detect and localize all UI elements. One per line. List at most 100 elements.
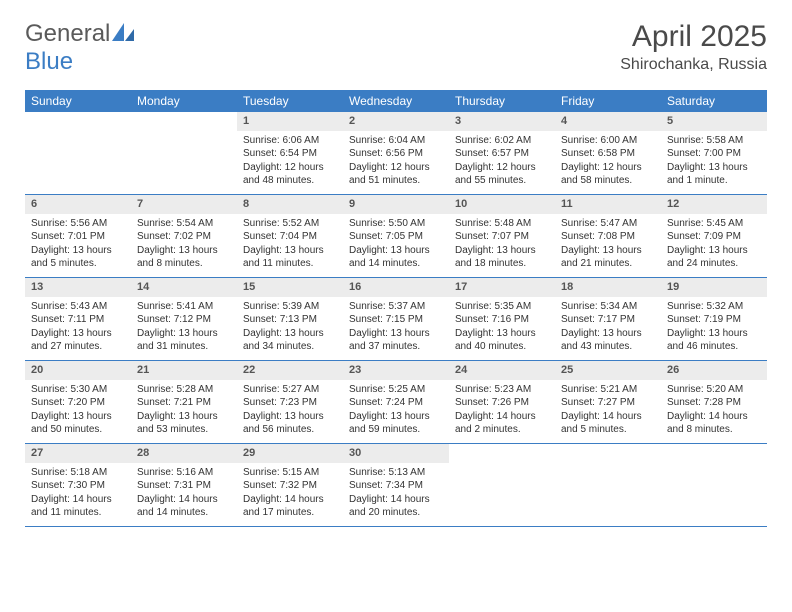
sunset-line: Sunset: 7:07 PM: [455, 230, 549, 244]
day-number: 11: [555, 195, 661, 214]
logo-part2: Blue: [25, 48, 73, 75]
sunrise-line: Sunrise: 5:35 AM: [455, 300, 549, 314]
dow-row: SundayMondayTuesdayWednesdayThursdayFrid…: [25, 90, 767, 112]
sunrise-line: Sunrise: 6:02 AM: [455, 134, 549, 148]
daylight-line: Daylight: 13 hours and 46 minutes.: [667, 327, 761, 354]
day-7: 7Sunrise: 5:54 AMSunset: 7:02 PMDaylight…: [131, 195, 237, 277]
day-empty: [131, 112, 237, 194]
sunset-line: Sunset: 7:16 PM: [455, 313, 549, 327]
day-body: Sunrise: 6:02 AMSunset: 6:57 PMDaylight:…: [449, 131, 555, 194]
sunrise-line: Sunrise: 5:48 AM: [455, 217, 549, 231]
sunset-line: Sunset: 6:57 PM: [455, 147, 549, 161]
daylight-line: Daylight: 14 hours and 17 minutes.: [243, 493, 337, 520]
day-number: 30: [343, 444, 449, 463]
sunrise-line: Sunrise: 5:21 AM: [561, 383, 655, 397]
sunrise-line: Sunrise: 5:13 AM: [349, 466, 443, 480]
sunrise-line: Sunrise: 5:27 AM: [243, 383, 337, 397]
sunset-line: Sunset: 7:32 PM: [243, 479, 337, 493]
sunset-line: Sunset: 7:34 PM: [349, 479, 443, 493]
sunset-line: Sunset: 7:09 PM: [667, 230, 761, 244]
sunset-line: Sunset: 7:12 PM: [137, 313, 231, 327]
dow-monday: Monday: [131, 90, 237, 112]
daylight-line: Daylight: 13 hours and 11 minutes.: [243, 244, 337, 271]
sunrise-line: Sunrise: 5:37 AM: [349, 300, 443, 314]
day-number: 23: [343, 361, 449, 380]
day-19: 19 Sunrise: 5:32 AMSunset: 7:19 PMDayligh…: [661, 278, 767, 360]
day-number: 24: [449, 361, 555, 380]
sunrise-line: Sunrise: 5:15 AM: [243, 466, 337, 480]
day-number: 18: [555, 278, 661, 297]
sunset-line: Sunset: 7:19 PM: [667, 313, 761, 327]
logo-sail-icon: [112, 20, 134, 48]
day-number: 10: [449, 195, 555, 214]
sunset-line: Sunset: 7:28 PM: [667, 396, 761, 410]
sunrise-line: Sunrise: 5:54 AM: [137, 217, 231, 231]
day-number: 5: [661, 112, 767, 131]
calendar-page: GeneralBlue April 2025 Shirochanka, Russ…: [0, 0, 792, 547]
sunrise-line: Sunrise: 5:41 AM: [137, 300, 231, 314]
day-number: 16: [343, 278, 449, 297]
day-body: Sunrise: 5:28 AMSunset: 7:21 PMDaylight:…: [131, 380, 237, 443]
day-15: 15Sunrise: 5:39 AMSunset: 7:13 PMDayligh…: [237, 278, 343, 360]
day-empty: [555, 444, 661, 526]
daylight-line: Daylight: 13 hours and 14 minutes.: [349, 244, 443, 271]
day-body: Sunrise: 6:06 AMSunset: 6:54 PMDaylight:…: [237, 131, 343, 194]
day-4: 4Sunrise: 6:00 AMSunset: 6:58 PMDaylight…: [555, 112, 661, 194]
sunrise-line: Sunrise: 5:47 AM: [561, 217, 655, 231]
day-number: 22: [237, 361, 343, 380]
week-row: 1Sunrise: 6:06 AMSunset: 6:54 PMDaylight…: [25, 112, 767, 194]
day-number: 26: [661, 361, 767, 380]
sunrise-line: Sunrise: 5:23 AM: [455, 383, 549, 397]
logo-part1: General: [25, 20, 110, 47]
sunrise-line: Sunrise: 5:32 AM: [667, 300, 761, 314]
day-5: 5 Sunrise: 5:58 AMSunset: 7:00 PMDaylight…: [661, 112, 767, 194]
week-row: 27Sunrise: 5:18 AMSunset: 7:30 PMDayligh…: [25, 443, 767, 527]
day-empty: [449, 444, 555, 526]
day-body: Sunrise: 5:23 AMSunset: 7:26 PMDaylight:…: [449, 380, 555, 443]
daylight-line: Daylight: 13 hours and 1 minute.: [667, 161, 761, 188]
day-body: Sunrise: 5:52 AMSunset: 7:04 PMDaylight:…: [237, 214, 343, 277]
logo: GeneralBlue: [25, 20, 134, 76]
day-number: 25: [555, 361, 661, 380]
sunset-line: Sunset: 7:13 PM: [243, 313, 337, 327]
sunset-line: Sunset: 7:30 PM: [31, 479, 125, 493]
day-body: Sunrise: 5:39 AMSunset: 7:13 PMDaylight:…: [237, 297, 343, 360]
daylight-line: Daylight: 13 hours and 18 minutes.: [455, 244, 549, 271]
weeks-container: 1Sunrise: 6:06 AMSunset: 6:54 PMDaylight…: [25, 112, 767, 527]
day-3: 3Sunrise: 6:02 AMSunset: 6:57 PMDaylight…: [449, 112, 555, 194]
day-body: Sunrise: 5:54 AMSunset: 7:02 PMDaylight:…: [131, 214, 237, 277]
logo-text: GeneralBlue: [25, 20, 134, 76]
day-body: Sunrise: 5:56 AMSunset: 7:01 PMDaylight:…: [25, 214, 131, 277]
day-body: Sunrise: 5:25 AMSunset: 7:24 PMDaylight:…: [343, 380, 449, 443]
daylight-line: Daylight: 13 hours and 5 minutes.: [31, 244, 125, 271]
sunset-line: Sunset: 7:15 PM: [349, 313, 443, 327]
calendar-grid: SundayMondayTuesdayWednesdayThursdayFrid…: [25, 90, 767, 527]
daylight-line: Daylight: 14 hours and 2 minutes.: [455, 410, 549, 437]
sunrise-line: Sunrise: 5:25 AM: [349, 383, 443, 397]
daylight-line: Daylight: 13 hours and 34 minutes.: [243, 327, 337, 354]
day-number: 14: [131, 278, 237, 297]
sunrise-line: Sunrise: 6:04 AM: [349, 134, 443, 148]
day-number: 19: [661, 278, 767, 297]
day-body: Sunrise: 5:21 AMSunset: 7:27 PMDaylight:…: [555, 380, 661, 443]
sunrise-line: Sunrise: 5:34 AM: [561, 300, 655, 314]
day-body: Sunrise: 5:35 AMSunset: 7:16 PMDaylight:…: [449, 297, 555, 360]
sunset-line: Sunset: 7:08 PM: [561, 230, 655, 244]
day-27: 27Sunrise: 5:18 AMSunset: 7:30 PMDayligh…: [25, 444, 131, 526]
day-number: 29: [237, 444, 343, 463]
sunrise-line: Sunrise: 5:58 AM: [667, 134, 761, 148]
daylight-line: Daylight: 13 hours and 59 minutes.: [349, 410, 443, 437]
sunrise-line: Sunrise: 6:00 AM: [561, 134, 655, 148]
day-14: 14Sunrise: 5:41 AMSunset: 7:12 PMDayligh…: [131, 278, 237, 360]
dow-tuesday: Tuesday: [237, 90, 343, 112]
day-20: 20Sunrise: 5:30 AMSunset: 7:20 PMDayligh…: [25, 361, 131, 443]
day-13: 13Sunrise: 5:43 AMSunset: 7:11 PMDayligh…: [25, 278, 131, 360]
day-body: Sunrise: 5:16 AMSunset: 7:31 PMDaylight:…: [131, 463, 237, 526]
day-17: 17Sunrise: 5:35 AMSunset: 7:16 PMDayligh…: [449, 278, 555, 360]
week-row: 20Sunrise: 5:30 AMSunset: 7:20 PMDayligh…: [25, 360, 767, 443]
daylight-line: Daylight: 12 hours and 55 minutes.: [455, 161, 549, 188]
day-number: 21: [131, 361, 237, 380]
sunset-line: Sunset: 7:00 PM: [667, 147, 761, 161]
sunset-line: Sunset: 6:58 PM: [561, 147, 655, 161]
daylight-line: Daylight: 13 hours and 40 minutes.: [455, 327, 549, 354]
